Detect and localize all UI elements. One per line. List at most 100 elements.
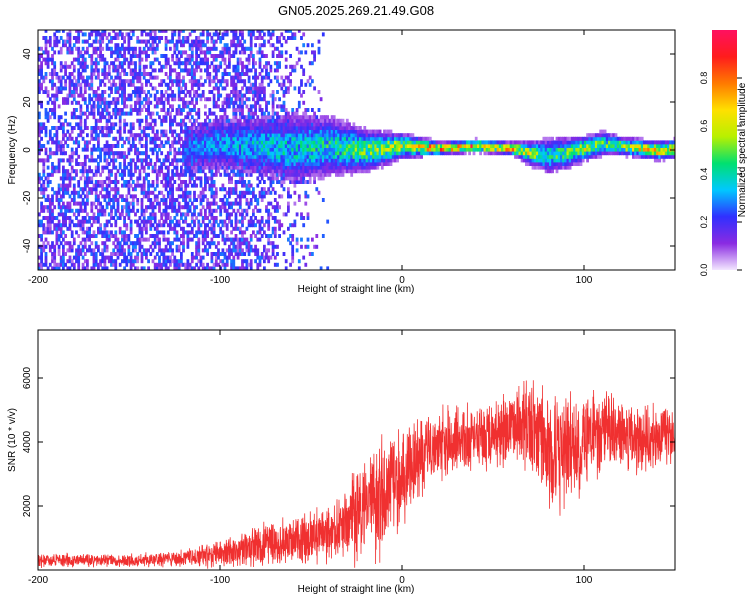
heat-cell	[164, 118, 168, 123]
heat-cell	[276, 122, 279, 127]
heat-cell	[112, 252, 116, 256]
heat-cell	[313, 111, 316, 116]
heat-cell	[42, 248, 46, 253]
heat-cell	[263, 122, 266, 127]
heat-cell	[273, 61, 277, 66]
heat-cell	[308, 158, 312, 163]
heat-cell	[313, 86, 316, 91]
heat-cell	[51, 252, 54, 256]
heat-cell	[116, 190, 120, 195]
heat-cell	[335, 144, 338, 148]
heat-cell	[225, 255, 229, 260]
heat-cell	[271, 252, 275, 256]
heat-cell	[208, 90, 212, 94]
heat-cell	[103, 187, 107, 192]
heat-cell	[123, 219, 126, 224]
heat-cell	[328, 118, 332, 123]
heat-cell	[72, 36, 76, 40]
heat-cell	[72, 68, 76, 73]
heat-cell	[265, 252, 268, 256]
heat-cell	[103, 30, 107, 33]
heat-cell	[86, 234, 89, 238]
heat-cell	[276, 136, 279, 141]
heat-cell	[70, 93, 74, 98]
heat-cell	[263, 144, 266, 148]
heat-cell	[64, 252, 67, 256]
heat-cell	[230, 126, 233, 130]
heat-cell	[48, 39, 52, 44]
heat-cell	[204, 57, 207, 62]
heat-cell	[282, 144, 286, 148]
heat-cell	[223, 122, 227, 127]
heat-cell	[339, 169, 343, 174]
heat-cell	[166, 241, 170, 246]
heat-cell	[241, 144, 244, 148]
heat-cell	[289, 176, 292, 181]
heat-cell	[64, 176, 67, 181]
heat-cell	[173, 50, 177, 55]
heat-cell	[105, 165, 109, 170]
heat-cell	[127, 190, 131, 195]
heat-cell	[57, 266, 61, 270]
heat-cell	[236, 266, 240, 270]
heat-cell	[186, 208, 190, 213]
heat-cell	[339, 118, 343, 123]
heat-cell	[234, 111, 238, 116]
heat-cell	[166, 180, 170, 184]
heat-cell	[311, 122, 314, 127]
heat-cell	[62, 169, 65, 174]
heat-cell	[46, 100, 50, 105]
heat-cell	[284, 147, 288, 152]
heat-cell	[197, 129, 201, 134]
heat-cell	[99, 262, 102, 267]
heat-cell	[217, 90, 220, 94]
heat-cell	[249, 259, 253, 264]
heat-cell	[295, 176, 299, 181]
heat-cell	[77, 183, 81, 188]
heat-cell	[101, 169, 105, 174]
heat-cell	[186, 241, 190, 246]
heat-cell	[278, 140, 281, 145]
heat-cell	[193, 151, 196, 156]
heat-cell	[72, 93, 76, 98]
heat-cell	[86, 226, 89, 231]
heat-cell	[88, 82, 91, 87]
heat-cell	[140, 39, 144, 44]
heat-cell	[44, 255, 48, 260]
heat-cell	[57, 158, 61, 163]
heat-cell	[332, 129, 336, 134]
heat-cell	[212, 118, 216, 123]
heat-cell	[284, 129, 288, 134]
heat-cell	[265, 255, 268, 260]
heat-cell	[68, 90, 72, 94]
heat-cell	[123, 86, 126, 91]
heat-cell	[254, 104, 257, 109]
heat-cell	[330, 129, 334, 134]
heat-cell	[158, 68, 161, 73]
heat-cell	[180, 118, 183, 123]
heat-cell	[158, 30, 161, 33]
heat-cell	[210, 172, 214, 177]
heat-cell	[210, 140, 214, 145]
heat-cell	[75, 136, 78, 141]
heat-cell	[118, 108, 122, 112]
heat-cell	[99, 57, 102, 62]
heat-cell	[195, 244, 198, 249]
heat-cell	[114, 86, 118, 91]
heat-cell	[210, 169, 214, 174]
heat-cell	[83, 176, 87, 181]
heat-cell	[173, 140, 177, 145]
heat-cell	[68, 75, 72, 80]
heat-cell	[234, 248, 238, 253]
heat-cell	[243, 136, 247, 141]
heat-cell	[302, 144, 306, 148]
heat-cell	[131, 46, 135, 51]
heat-cell	[140, 108, 144, 112]
heat-cell	[287, 129, 290, 134]
heat-cell	[79, 115, 83, 120]
heat-cell	[173, 151, 177, 156]
heat-cell	[245, 140, 249, 145]
heat-cell	[186, 61, 190, 66]
heat-cell	[177, 223, 181, 228]
heat-cell	[212, 226, 216, 231]
